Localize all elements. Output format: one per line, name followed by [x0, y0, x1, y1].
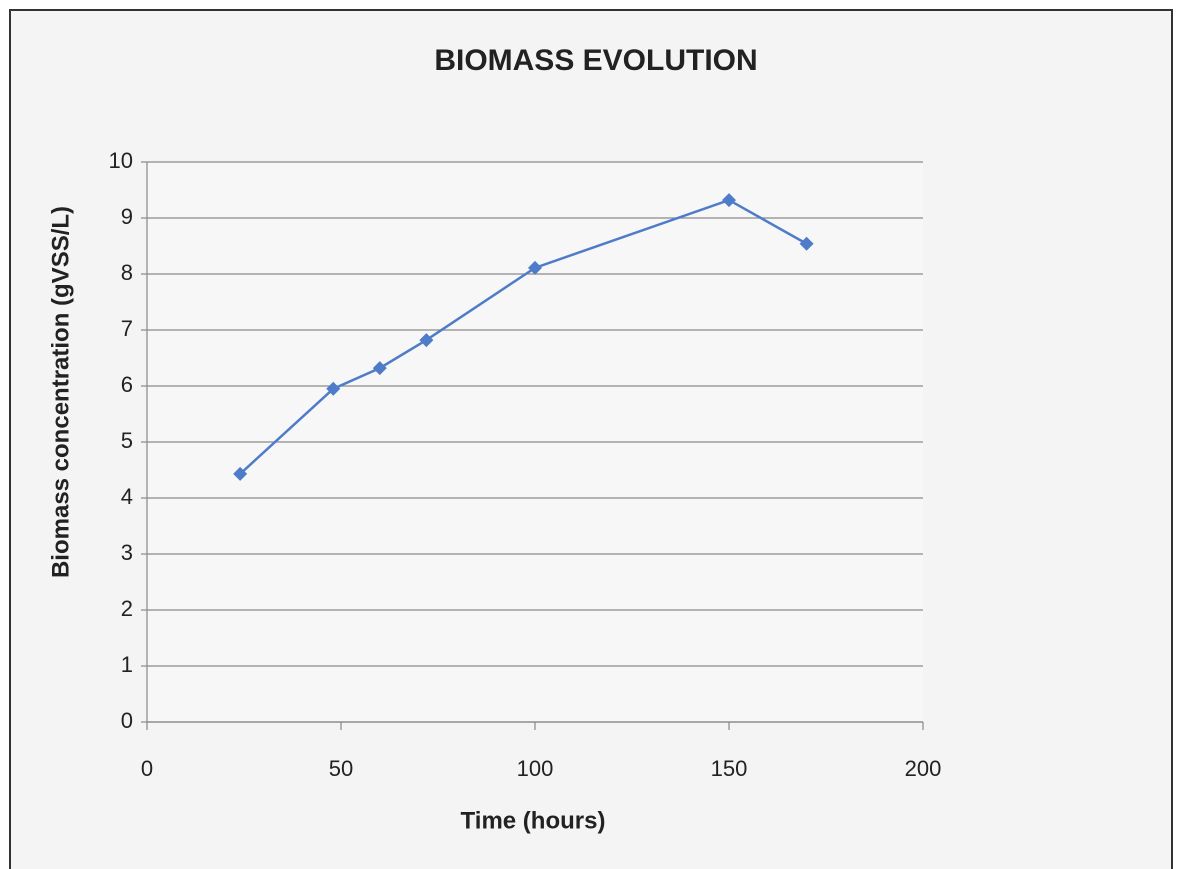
- y-tick-label: 5: [121, 428, 133, 453]
- data-marker: [372, 361, 387, 376]
- x-axis-label: Time (hours): [461, 807, 606, 834]
- data-marker: [233, 466, 248, 481]
- data-marker: [528, 260, 542, 275]
- x-tick-label: 100: [517, 756, 554, 781]
- y-tick-label: 4: [121, 484, 133, 509]
- y-axis-label: Biomass concentration (gVSS/L): [47, 206, 74, 578]
- y-tick-label: 0: [121, 708, 133, 733]
- data-marker: [799, 236, 814, 251]
- y-tick-label: 8: [121, 260, 133, 285]
- y-tick-label: 7: [121, 316, 133, 341]
- y-tick-label: 2: [121, 596, 133, 621]
- data-marker: [419, 333, 434, 348]
- y-tick-label: 10: [109, 148, 133, 173]
- x-tick-label: 150: [711, 756, 748, 781]
- chart-title: BIOMASS EVOLUTION: [434, 44, 757, 77]
- data-marker: [326, 381, 341, 396]
- y-tick-label: 9: [121, 204, 133, 229]
- y-tick-label: 1: [121, 652, 133, 677]
- x-tick-label: 0: [141, 756, 153, 781]
- x-tick-label: 50: [329, 756, 353, 781]
- x-tick-label: 200: [905, 756, 942, 781]
- y-tick-label: 6: [121, 372, 133, 397]
- data-marker: [722, 193, 736, 208]
- y-tick-label: 3: [121, 540, 133, 565]
